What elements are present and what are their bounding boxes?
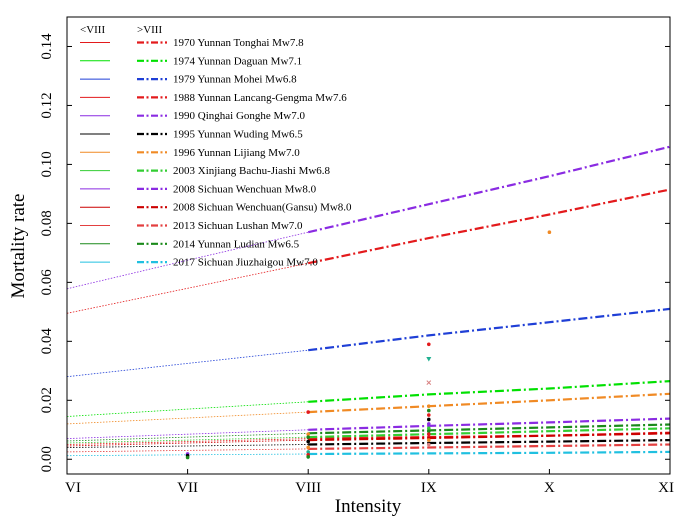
series-line-below-viii (66, 349, 309, 378)
observation-point (306, 450, 311, 454)
series-line-below-viii (66, 429, 309, 439)
legend-label: 1990 Qinghai Gonghe Mw7.0 (173, 110, 305, 122)
legend-label: 2014 Yunnan Ludian Mw6.5 (173, 238, 300, 250)
legend-label: 1974 Yunnan Daguan Mw7.1 (173, 55, 302, 67)
legend-label: 2008 Sichuan Wenchuan(Gansu) Mw8.0 (173, 202, 352, 214)
observation-point (427, 413, 431, 417)
legend-label: 2017 Sichuan Jiuzhaigou Mw7.0 (173, 257, 318, 269)
legend-label: 1979 Yunnan Mohei Mw6.8 (173, 74, 297, 86)
observation-point (427, 408, 431, 413)
legend-header-below: <VIII (80, 24, 105, 36)
series-line-above-viii (308, 423, 671, 435)
series-line-below-viii (66, 401, 309, 417)
series-layer (66, 145, 671, 457)
y-axis-title: Mortality rate (8, 194, 29, 299)
observation-point (426, 357, 432, 362)
legend-rows: 1970 Yunnan Tonghai Mw7.8 1974 Yunnan Dag… (80, 37, 352, 269)
y-tick-label: 0.12 (39, 92, 55, 118)
legend-header-above: >VIII (137, 24, 162, 36)
series-line-below-viii (66, 436, 309, 444)
series-line-below-viii (66, 438, 309, 445)
observation-layer (185, 230, 552, 460)
x-tick-label: VI (65, 480, 81, 496)
series-line-above-viii (308, 443, 671, 450)
x-tick-label: VIII (295, 480, 321, 496)
series-line-below-viii (66, 432, 309, 442)
y-tick-label: 0.02 (39, 387, 55, 413)
observation-point (427, 422, 431, 426)
legend: <VIII >VIII 1970 Yunnan Tonghai Mw7.8197… (80, 24, 352, 269)
series-line-below-viii (66, 444, 309, 448)
observation-point (427, 432, 431, 436)
observation-point (426, 380, 432, 385)
series-line-below-viii (66, 262, 309, 314)
observation-point (427, 442, 431, 447)
series-line-above-viii (308, 450, 671, 456)
legend-label: 2008 Sichuan Wenchuan Mw8.0 (173, 183, 317, 195)
legend-label: 2003 Xinjiang Bachu-Jiashi Mw6.8 (173, 165, 331, 177)
y-tick-label: 0.14 (39, 33, 55, 60)
series-line-above-viii (307, 188, 671, 265)
observation-point (306, 439, 311, 444)
y-tick-label: 0.08 (39, 210, 55, 236)
series-line-below-viii (66, 411, 309, 425)
plot-frame (66, 16, 671, 475)
observation-point (306, 435, 311, 439)
observation-point (427, 438, 431, 442)
legend-label: 1996 Yunnan Lijiang Mw7.0 (173, 147, 300, 159)
legend-label: 1970 Yunnan Tonghai Mw7.8 (173, 37, 304, 49)
observation-point (306, 410, 311, 414)
x-tick-label: XI (658, 480, 674, 496)
series-line-below-viii (66, 448, 309, 453)
series-line-below-viii (66, 439, 309, 447)
series-line-above-viii (308, 380, 671, 403)
y-axis-ticks: 0.00 0.02 0.04 0.06 0.08 0.10 0.12 0.14 (39, 33, 670, 472)
legend-label: 2013 Sichuan Lushan Mw7.0 (173, 220, 303, 232)
observation-point (306, 432, 311, 436)
observation-point (427, 342, 431, 347)
observation-point (306, 445, 311, 450)
legend-label: 1988 Yunnan Lancang-Gengma Mw7.6 (173, 92, 347, 104)
series-line-above-viii (308, 432, 671, 442)
y-tick-label: 0.10 (39, 151, 55, 177)
observation-point (185, 455, 190, 460)
legend-label: 1995 Yunnan Wuding Mw6.5 (173, 129, 303, 141)
x-axis-title: Intensity (335, 496, 402, 517)
y-tick-label: 0.04 (39, 328, 55, 355)
observation-point (427, 426, 431, 431)
series-line-above-viii (308, 417, 671, 431)
observation-point (547, 230, 552, 235)
series-line-above-viii (308, 392, 671, 414)
x-tick-label: IX (421, 480, 437, 496)
observation-point (427, 429, 431, 434)
y-tick-label: 0.06 (39, 269, 55, 296)
x-tick-label: X (544, 480, 555, 496)
series-line-above-viii (308, 427, 671, 439)
series-line-above-viii (307, 145, 671, 234)
series-line-above-viii (308, 307, 671, 352)
x-tick-label: VII (177, 480, 198, 496)
observation-point (427, 404, 431, 408)
y-tick-label: 0.00 (39, 446, 55, 472)
observation-point (427, 417, 431, 422)
series-line-below-viii (66, 231, 309, 290)
x-axis-ticks: VI VII VIII IX X XI (65, 469, 674, 496)
series-line-above-viii (308, 439, 671, 446)
observation-point (306, 455, 311, 459)
